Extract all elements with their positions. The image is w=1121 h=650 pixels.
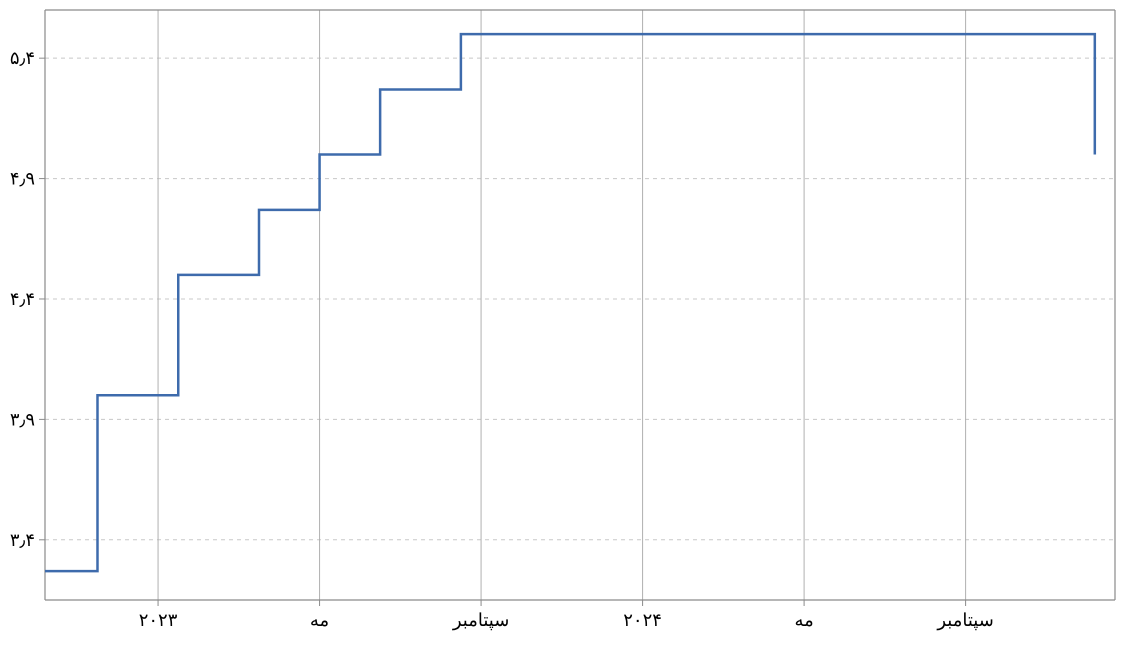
y-tick-label: ۳٫۴ <box>10 530 35 550</box>
step-chart: ۳٫۴ ۳٫۹ ۴٫۴ ۴٫۹ ۵٫۴ ۲۰۲۳ مه سپتامبر ۲۰۲۴ مه سپتامب… <box>0 0 1121 650</box>
y-tick-label: ۴٫۴ <box>10 289 35 309</box>
x-tick-label: مه <box>310 610 329 630</box>
x-tick-label: سپتامبر <box>936 610 993 631</box>
x-tick-label: ۲۰۲۴ <box>623 610 662 630</box>
x-tick-label: سپتامبر <box>452 610 509 631</box>
y-tick-label: ۴٫۹ <box>10 169 35 189</box>
y-tick-label: ۳٫۹ <box>10 409 35 429</box>
y-tick-label: ۵٫۴ <box>10 48 35 68</box>
x-tick-label: مه <box>794 610 813 630</box>
x-tick-label: ۲۰۲۳ <box>139 610 178 630</box>
